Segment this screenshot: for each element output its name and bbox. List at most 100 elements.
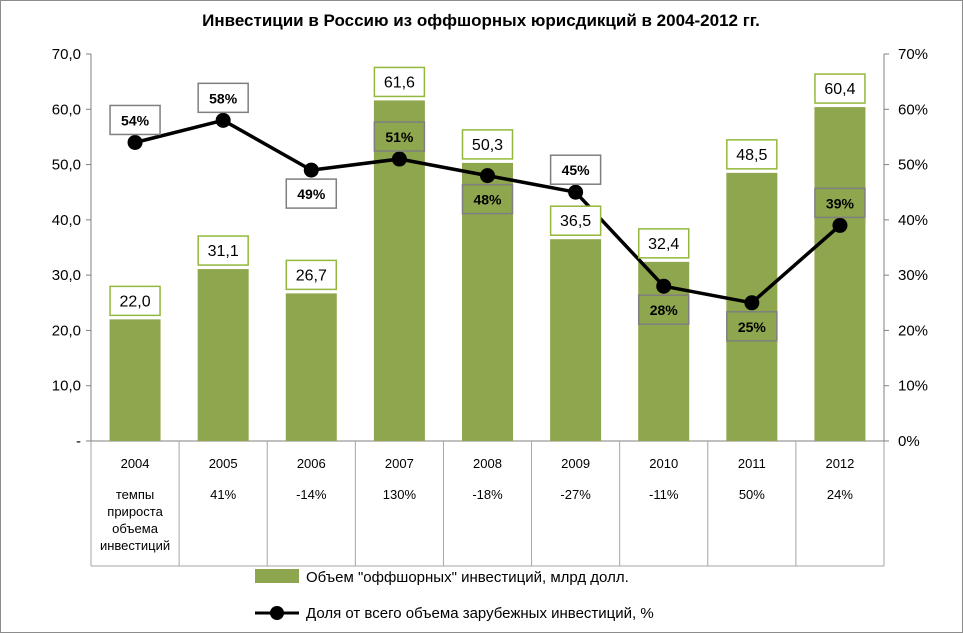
bar-label-text: 50,3	[472, 137, 503, 154]
legend-bar-swatch	[255, 569, 299, 583]
category-label: 2008	[473, 456, 502, 471]
share-data-label: 39%	[814, 187, 866, 219]
share-label-text: 51%	[385, 129, 414, 145]
growth-rate-value: 24%	[827, 487, 853, 502]
bar-label-box	[285, 259, 338, 291]
bar-data-label: 50,3	[461, 129, 514, 160]
bar-label-box	[197, 235, 249, 266]
bar-label-text: 60,4	[824, 81, 855, 98]
left-tick-label: 20,0	[52, 322, 81, 339]
right-tick-label: 30%	[898, 267, 928, 284]
share-label-box	[549, 154, 602, 185]
bar-label-box	[549, 205, 602, 236]
share-label-box	[285, 178, 338, 209]
growth-rate-value: 50%	[739, 487, 765, 502]
labels-layer: 22,0 31,1 26,7 61,6 50,3 36,5 32,4 48,5 60,4 54% 5…	[109, 66, 866, 342]
growth-rate-value: -11%	[649, 487, 679, 502]
bar	[197, 269, 249, 441]
bar-label-text: 48,5	[736, 147, 767, 164]
growth-rate-value: 130%	[383, 487, 417, 502]
category-label: 2009	[561, 456, 590, 471]
bar	[285, 293, 337, 441]
bar-label-text: 32,4	[648, 236, 679, 253]
share-point	[480, 168, 495, 184]
right-tick-label: 20%	[898, 322, 928, 339]
growth-rate-header-line: прироста	[107, 504, 163, 519]
bar	[462, 162, 513, 442]
left-tick-label: 60,0	[52, 101, 81, 118]
bar	[109, 319, 161, 441]
growth-rate-header-line: объема	[112, 521, 159, 536]
bar-data-label: 26,7	[285, 259, 338, 291]
legend-layer: Объем "оффшорных" инвестиций, млрд долл.…	[255, 569, 654, 622]
growth-rate-value: -18%	[472, 487, 503, 502]
bar	[814, 107, 866, 442]
right-tick-label: 0%	[898, 433, 920, 450]
share-label-text: 58%	[209, 90, 238, 106]
share-label-text: 45%	[562, 162, 591, 178]
table-layer: 2004 2005 41% 2006 -14% 2007 130% 2008 -18% 2009 -…	[90, 441, 885, 567]
bar-data-label: 61,6	[373, 66, 426, 98]
share-label-text: 28%	[650, 302, 679, 318]
share-data-label: 45%	[549, 154, 602, 185]
share-label-box	[197, 82, 249, 114]
growth-rate-header-line: инвестиций	[100, 538, 170, 553]
share-data-label: 58%	[197, 82, 249, 114]
right-tick-label: 10%	[898, 378, 928, 395]
category-label: 2012	[825, 456, 854, 471]
bar-data-label: 22,0	[109, 285, 161, 317]
bar-data-label: 32,4	[637, 228, 690, 259]
bar-data-label: 36,5	[549, 205, 602, 236]
share-data-label: 25%	[726, 311, 778, 342]
share-data-label: 49%	[285, 178, 338, 209]
bar-data-label: 60,4	[814, 73, 866, 104]
bar-label-box	[373, 66, 426, 98]
bars-layer	[109, 100, 866, 442]
share-label-box	[373, 121, 426, 152]
category-label: 2006	[297, 456, 326, 471]
right-tick-label: 50%	[898, 157, 928, 174]
axes-layer: - 10,0 20,0 30,0 40,0 50,0 60,0 70,0 0% 10% 20% 30%…	[52, 46, 928, 450]
share-label-box	[637, 294, 690, 325]
share-label-text: 25%	[738, 319, 767, 335]
legend-bar-label: Объем "оффшорных" инвестиций, млрд долл.	[306, 569, 629, 586]
right-tick-label: 40%	[898, 212, 928, 229]
share-point	[391, 151, 407, 167]
category-label: 2010	[649, 456, 678, 471]
growth-rate-header-line: темпы	[116, 487, 154, 502]
legend-line-marker	[270, 606, 284, 620]
share-label-text: 54%	[121, 112, 150, 128]
share-data-label: 51%	[373, 121, 426, 152]
bar-label-box	[637, 228, 690, 259]
line-layer	[127, 112, 848, 311]
left-tick-label: 10,0	[52, 378, 81, 395]
left-tick-label: 70,0	[52, 46, 81, 63]
chart-title: Инвестиции в Россию из оффшорных юрисдик…	[202, 11, 760, 30]
growth-rate-value: 41%	[210, 487, 236, 502]
share-label-box	[109, 104, 161, 136]
bar-label-text: 22,0	[119, 293, 150, 310]
share-label-text: 39%	[826, 195, 855, 211]
share-point	[832, 217, 848, 233]
bar-label-box	[814, 73, 866, 104]
share-point	[303, 162, 319, 178]
share-point	[568, 184, 584, 200]
share-label-text: 49%	[297, 186, 326, 202]
category-label: 2007	[385, 456, 414, 471]
bar-label-text: 26,7	[296, 267, 327, 284]
legend-line-label: Доля от всего объема зарубежных инвестиц…	[306, 605, 654, 622]
share-label-box	[726, 311, 778, 342]
bar-label-text: 36,5	[560, 213, 591, 230]
bar-label-box	[109, 285, 161, 317]
share-label-box	[461, 183, 514, 215]
bar-label-text: 61,6	[384, 74, 415, 91]
right-tick-label: 60%	[898, 101, 928, 118]
category-label: 2005	[209, 456, 238, 471]
bar-label-text: 31,1	[208, 243, 239, 260]
bar-label-box	[461, 129, 514, 160]
share-point	[127, 134, 143, 150]
share-data-label: 54%	[109, 104, 161, 136]
share-point	[744, 295, 760, 311]
left-tick-label: -	[76, 433, 81, 450]
